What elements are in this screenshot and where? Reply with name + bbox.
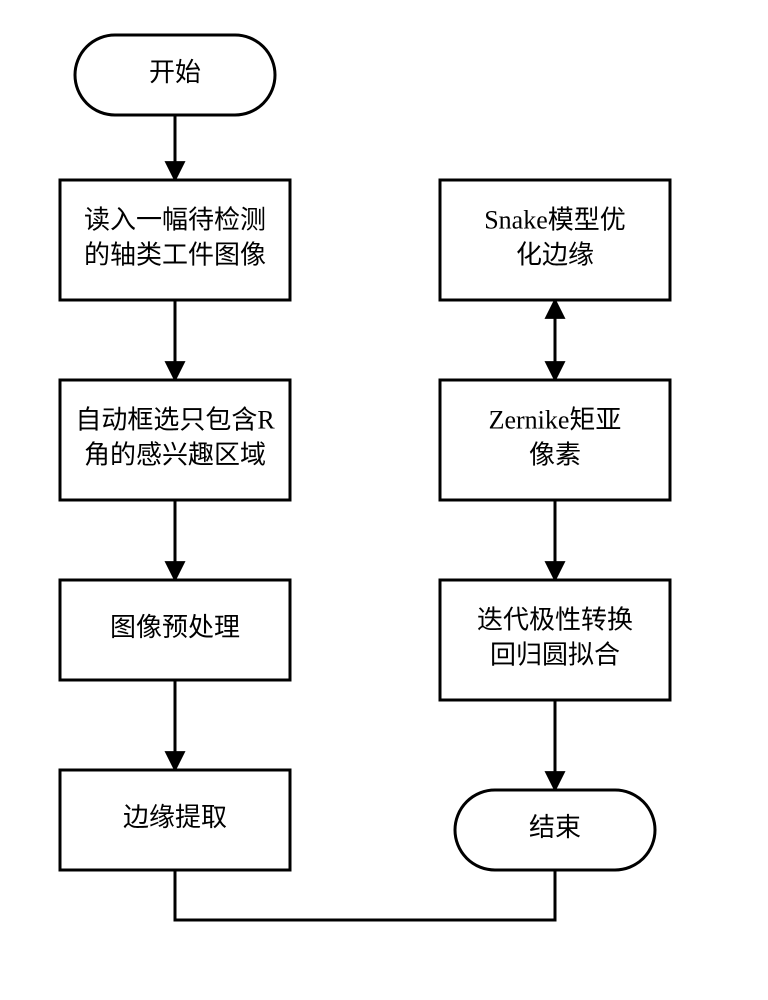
svg-text:自动框选只包含R: 自动框选只包含R xyxy=(75,405,275,434)
node-read: 读入一幅待检测的轴类工件图像 xyxy=(60,180,290,300)
node-snake: Snake模型优化边缘 xyxy=(440,180,670,300)
svg-text:像素: 像素 xyxy=(529,440,581,469)
svg-text:结束: 结束 xyxy=(529,813,581,842)
node-edge: 边缘提取 xyxy=(60,770,290,870)
node-zernike: Zernike矩亚像素 xyxy=(440,380,670,500)
svg-text:边缘提取: 边缘提取 xyxy=(123,803,227,832)
node-end: 结束 xyxy=(455,790,655,870)
node-pre: 图像预处理 xyxy=(60,580,290,680)
svg-text:迭代极性转换: 迭代极性转换 xyxy=(477,605,633,634)
node-roi: 自动框选只包含R 角的感兴趣区域 xyxy=(60,380,290,500)
svg-text:Snake模型优: Snake模型优 xyxy=(484,205,626,234)
svg-text:Zernike矩亚: Zernike矩亚 xyxy=(489,405,622,434)
svg-text:化边缘: 化边缘 xyxy=(516,240,594,269)
svg-text:读入一幅待检测: 读入一幅待检测 xyxy=(84,205,266,234)
svg-text:回归圆拟合: 回归圆拟合 xyxy=(490,640,620,669)
svg-text:开始: 开始 xyxy=(149,58,201,87)
svg-text:角的感兴趣区域: 角的感兴趣区域 xyxy=(84,440,266,469)
node-fit: 迭代极性转换回归圆拟合 xyxy=(440,580,670,700)
svg-text:图像预处理: 图像预处理 xyxy=(110,613,240,642)
svg-text:的轴类工件图像: 的轴类工件图像 xyxy=(84,240,266,269)
node-start: 开始 xyxy=(75,35,275,115)
